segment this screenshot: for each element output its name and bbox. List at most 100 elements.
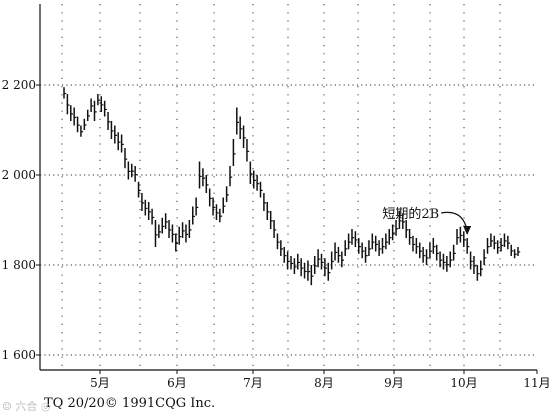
- y-tick-label-2: 1 800: [2, 258, 36, 272]
- ohlc-bar: [418, 242, 422, 259]
- ohlc-bar: [246, 139, 250, 162]
- ohlc-bar: [297, 253, 300, 270]
- ohlc-bar: [358, 238, 361, 254]
- ohlc-bar: [158, 224, 162, 238]
- ohlc-bar: [300, 258, 304, 277]
- ohlc-bar: [330, 251, 334, 270]
- ohlc-bar: [144, 199, 148, 216]
- ohlc-bar: [412, 235, 416, 252]
- ohlc-bar: [83, 118, 87, 130]
- ohlc-bar: [198, 161, 202, 189]
- x-tick-label-5: 10月: [450, 376, 477, 390]
- ohlc-bar: [517, 247, 521, 256]
- ohlc-bar: [164, 213, 168, 229]
- ohlc-bar: [86, 109, 90, 121]
- ohlc-bar: [415, 238, 419, 254]
- ohlc-bar: [97, 94, 101, 106]
- ohlc-bar: [117, 132, 121, 151]
- ohlc-bar: [242, 125, 246, 148]
- ohlc-bar: [422, 247, 426, 263]
- ohlc-bar: [452, 244, 456, 261]
- ohlc-bar: [341, 251, 345, 268]
- footer-credit: TQ 20/20© 1991CQG Inc.: [44, 396, 216, 411]
- ohlc-bar: [446, 256, 450, 272]
- ohlc-bar: [286, 251, 290, 270]
- y-tick-label-0: 2 200: [2, 78, 36, 92]
- ohlc-bar: [266, 202, 270, 220]
- ohlc-bar: [161, 217, 165, 234]
- ohlc-bar: [219, 208, 223, 223]
- annotation-arrowhead: [463, 226, 472, 235]
- ohlc-bar: [293, 258, 297, 274]
- ohlc-bar: [127, 161, 131, 180]
- watermark: ☺ 六合 ◎: [2, 400, 51, 413]
- ohlc-bar: [90, 98, 94, 112]
- ohlc-bar: [466, 238, 470, 254]
- ohlc-bar: [103, 100, 107, 117]
- ohlc-bar: [456, 229, 460, 245]
- ohlc-bar: [252, 170, 256, 189]
- ohlc-bar: [232, 139, 236, 166]
- ohlc-bar: [317, 249, 321, 268]
- ohlc-bars: [63, 87, 521, 286]
- ohlc-bar: [496, 240, 500, 254]
- ohlc-bar: [493, 235, 497, 250]
- ohlc-bar: [76, 116, 80, 133]
- ohlc-bar: [229, 166, 233, 187]
- ohlc-bar: [449, 251, 453, 268]
- ohlc-bar: [354, 231, 358, 247]
- x-tick-label-3: 8月: [314, 376, 334, 390]
- ohlc-bar: [110, 121, 114, 139]
- ohlc-bar: [479, 260, 483, 277]
- x-tick-label-2: 7月: [243, 376, 263, 390]
- ohlc-bar: [388, 229, 392, 245]
- ohlc-bar: [239, 116, 243, 139]
- ohlc-bar: [175, 233, 179, 252]
- ohlc-bar: [483, 249, 487, 265]
- ohlc-bar: [469, 251, 473, 270]
- ohlc-bar: [405, 220, 409, 238]
- ohlc-bar: [486, 238, 490, 254]
- ohlc-bar: [73, 107, 77, 126]
- ohlc-bar: [80, 125, 84, 137]
- ohlc-bar: [107, 112, 111, 130]
- ohlc-bar: [202, 168, 206, 187]
- ohlc-bar: [181, 222, 185, 238]
- ohlc-bar: [236, 107, 239, 135]
- ohlc-bar: [195, 197, 199, 216]
- ohlc-bar: [476, 265, 480, 281]
- ohlc-bar: [429, 242, 433, 259]
- ohlc-bar: [361, 242, 365, 259]
- ohlc-bar: [313, 256, 317, 274]
- ohlc-bar: [249, 161, 253, 184]
- ohlc-bar: [168, 220, 172, 238]
- ohlc-bar: [368, 240, 372, 256]
- ohlc-bar: [395, 220, 399, 236]
- ohlc-bar: [320, 253, 324, 270]
- ohlc-bar: [134, 166, 138, 182]
- ohlc-bar: [463, 231, 466, 247]
- ohlc-bar: [327, 262, 331, 281]
- y-tick-label-3: 1 600: [2, 348, 36, 362]
- ohlc-bar: [205, 175, 209, 193]
- ohlc-bar: [141, 193, 145, 211]
- ohlc-bar: [459, 226, 463, 243]
- ohlc-bar: [256, 175, 260, 191]
- ohlc-bar: [212, 197, 216, 216]
- ohlc-bar: [269, 211, 273, 229]
- ohlc-bar: [188, 220, 192, 238]
- ohlc-bar: [507, 235, 511, 250]
- plot-frame: [39, 4, 537, 371]
- ohlc-bar: [337, 247, 341, 263]
- ohlc-bar: [124, 148, 128, 169]
- ohlc-bar: [503, 233, 507, 247]
- ohlc-bar: [70, 105, 73, 121]
- ohlc-bar: [425, 249, 429, 265]
- ohlc-bar: [402, 213, 406, 229]
- ohlc-bar: [513, 249, 517, 259]
- y-tick-label-1: 2 000: [2, 168, 36, 182]
- ohlc-bar: [276, 233, 280, 250]
- ohlc-bar: [114, 125, 118, 144]
- ohlc-bar: [259, 181, 263, 198]
- ohlc-bar: [215, 204, 219, 220]
